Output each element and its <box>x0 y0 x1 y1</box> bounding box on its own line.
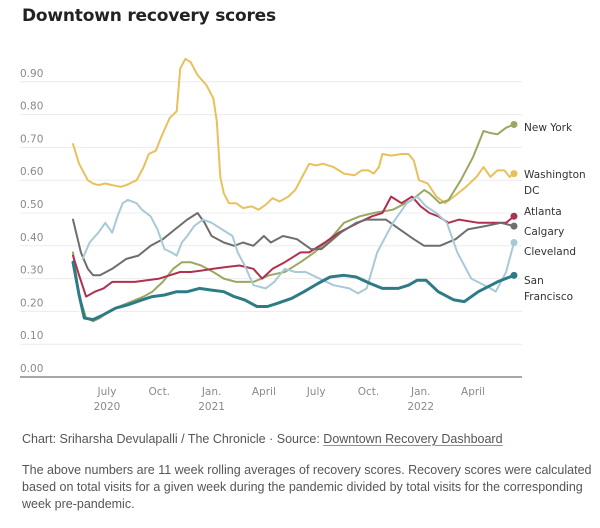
y-tick-label: 0.80 <box>20 101 43 113</box>
x-axis-ticks: July 2020 Oct. Jan. 2021 April July Oct. Jan. 202… <box>94 386 485 413</box>
x-tick-year-label: 2021 <box>198 401 225 413</box>
series-label-cleveland: Cleveland <box>524 246 576 258</box>
series-label-washington-dc: Washington <box>524 169 586 181</box>
series-labels: Washington DC New York Atlanta Calgary Clevel… <box>524 122 586 303</box>
series-lines <box>71 57 518 323</box>
x-tick-label: April <box>461 386 485 398</box>
x-tick-label: Jan. <box>410 386 431 398</box>
series-label-san-francisco: San <box>524 275 544 287</box>
series-label-new-york: New York <box>524 122 573 134</box>
series-line-san-francisco <box>71 260 516 322</box>
end-point-cleveland <box>510 239 518 247</box>
y-tick-label: 0.40 <box>20 232 43 244</box>
series-label-san-francisco: Francisco <box>524 291 573 303</box>
x-tick-year-label: 2022 <box>407 401 434 413</box>
y-axis-ticks: 0.00 0.10 0.20 0.30 0.40 0.50 0.60 0.70 0.80 0.90 <box>20 68 43 375</box>
y-tick-label: 0.60 <box>20 166 43 178</box>
y-tick-label: 0.70 <box>20 133 43 145</box>
y-tick-label: 0.50 <box>20 199 43 211</box>
line-chart: 0.00 0.10 0.20 0.30 0.40 0.50 0.60 0.70 0.80 0.90… <box>20 57 586 413</box>
x-tick-label: July <box>306 386 326 398</box>
end-point-atlanta <box>510 212 518 220</box>
x-tick-year-label: 2020 <box>94 401 121 413</box>
source-link[interactable]: Downtown Recovery Dashboard <box>323 432 503 446</box>
x-tick-label: Oct. <box>149 386 171 398</box>
y-tick-label: 0.10 <box>20 330 43 342</box>
end-point-calgary <box>510 222 518 230</box>
end-point-san-francisco <box>510 271 518 279</box>
chart-note: The above numbers are 11 week rolling av… <box>22 463 592 511</box>
chart-credit: Chart: Sriharsha Devulapalli / The Chron… <box>22 432 503 446</box>
y-tick-label: 0.20 <box>20 297 43 309</box>
y-tick-label: 0.90 <box>20 68 43 80</box>
x-tick-label: Jan. <box>201 386 222 398</box>
gridlines <box>20 81 522 378</box>
x-tick-label: July <box>97 386 117 398</box>
end-point-washington-dc <box>510 170 518 178</box>
end-point-new-york <box>510 120 518 128</box>
credit-text: Chart: Sriharsha Devulapalli / The Chron… <box>22 432 324 446</box>
series-line-atlanta <box>72 195 515 298</box>
series-line-calgary <box>72 212 515 277</box>
x-tick-label: Oct. <box>358 386 380 398</box>
series-label-atlanta: Atlanta <box>524 206 562 218</box>
series-label-washington-dc: DC <box>524 185 539 197</box>
x-tick-label: April <box>252 386 276 398</box>
chart-title: Downtown recovery scores <box>22 6 276 26</box>
y-tick-label: 0.00 <box>20 363 43 375</box>
series-label-calgary: Calgary <box>524 226 564 238</box>
series-line-washington-dc <box>72 57 515 211</box>
series-line-cleveland <box>81 195 515 295</box>
y-tick-label: 0.30 <box>20 265 43 277</box>
